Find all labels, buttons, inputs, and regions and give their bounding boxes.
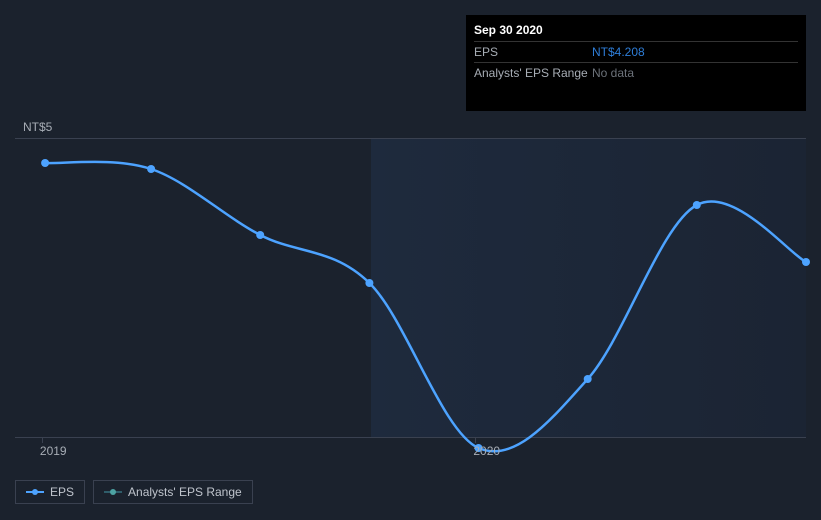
tooltip-row-label: EPS: [474, 45, 592, 59]
tooltip-row-label: Analysts' EPS Range: [474, 66, 592, 80]
tooltip-card: Sep 30 2020 EPS NT$4.208 Analysts' EPS R…: [466, 15, 806, 111]
tooltip-date: Sep 30 2020: [474, 23, 798, 42]
x-tick-label: 2019: [40, 444, 67, 458]
tooltip-row-value: NT$4.208: [592, 45, 645, 59]
eps-point[interactable]: [41, 159, 49, 167]
x-tick: [42, 438, 43, 443]
legend-item-range[interactable]: Analysts' EPS Range: [93, 480, 253, 504]
eps-point[interactable]: [147, 165, 155, 173]
legend-swatch-range: [104, 487, 122, 497]
legend-item-eps[interactable]: EPS: [15, 480, 85, 504]
tooltip-row-eps: EPS NT$4.208: [474, 42, 798, 63]
tooltip-row-value: No data: [592, 66, 634, 80]
eps-point[interactable]: [802, 258, 810, 266]
plot-area[interactable]: [15, 138, 806, 438]
eps-point[interactable]: [693, 201, 701, 209]
eps-point[interactable]: [584, 375, 592, 383]
y-axis-top-label: NT$5: [23, 120, 52, 134]
line-svg: [15, 139, 806, 439]
eps-point[interactable]: [365, 279, 373, 287]
x-tick: [475, 438, 476, 443]
x-tick-label: 2020: [473, 444, 500, 458]
legend-label: EPS: [50, 485, 74, 499]
x-axis: 2019 2020: [15, 438, 806, 458]
legend: EPS Analysts' EPS Range: [15, 480, 253, 504]
legend-swatch-eps: [26, 487, 44, 497]
eps-point[interactable]: [256, 231, 264, 239]
eps-line: [45, 162, 806, 451]
tooltip-row-range: Analysts' EPS Range No data: [474, 63, 798, 83]
legend-label: Analysts' EPS Range: [128, 485, 242, 499]
